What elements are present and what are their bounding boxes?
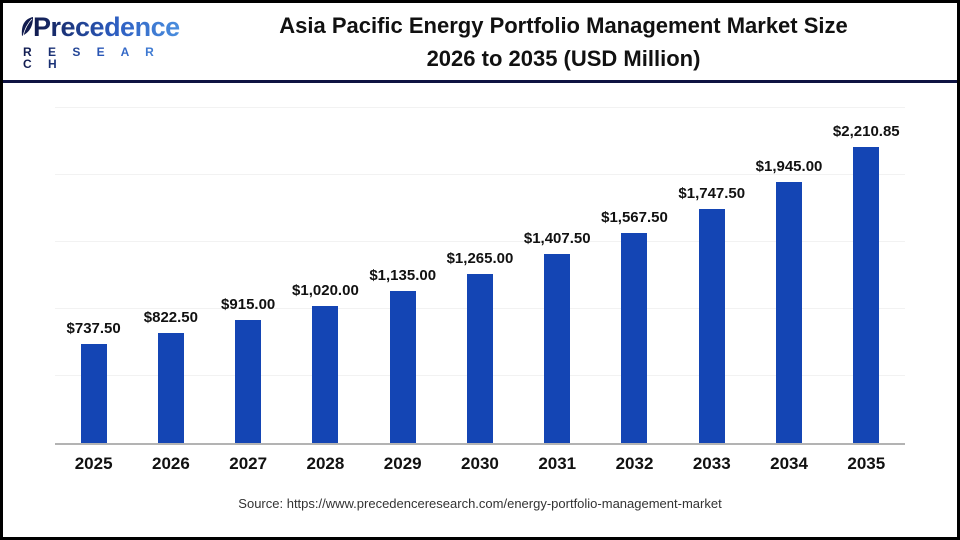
bar-2030: [466, 273, 493, 443]
x-axis-label-2032: 2032: [615, 454, 654, 473]
bar-chart: $737.50 $822.50 $915.00 $1,020.00 $1,135.00 $…: [3, 107, 957, 474]
bar-column-2028: $1,020.00: [287, 108, 364, 443]
bar-value-label-2025: $737.50: [66, 320, 121, 338]
bar-column-2030: $1,265.00: [441, 108, 518, 443]
x-axis-line: [55, 443, 905, 445]
bar-value-label-2026: $822.50: [143, 308, 199, 326]
bar-2031: [544, 254, 571, 443]
gridline-1500: [55, 241, 905, 242]
brand-subname: R E S E A R C H: [23, 46, 178, 70]
x-axis-label-2029: 2029: [383, 454, 422, 473]
bar-value-label-2034: $1,945.00: [755, 158, 823, 176]
bar-2033: [698, 208, 725, 443]
bar-column-2026: $822.50: [132, 108, 209, 443]
bar-2028: [312, 306, 339, 443]
source-text: Source: https://www.precedenceresearch.c…: [238, 496, 722, 511]
leaf-icon: [19, 16, 35, 43]
bar-column-2025: $737.50: [55, 108, 132, 443]
x-axis-label-2033: 2033: [692, 454, 731, 473]
bar-column-2033: $1,747.50: [673, 108, 750, 443]
x-axis-label-2030: 2030: [461, 454, 499, 473]
bar-column-2032: $1,567.50: [596, 108, 673, 443]
bar-columns: $737.50 $822.50 $915.00 $1,020.00 $1,135.00 $…: [55, 108, 905, 443]
bar-2034: [776, 182, 803, 443]
x-axis-labels: 2025 2026 2027 2028 2029 2030 2031 2032 2033 2034…: [55, 443, 905, 474]
bar-column-2029: $1,135.00: [364, 108, 441, 443]
bar-column-2034: $1,945.00: [750, 108, 827, 443]
bar-2029: [389, 290, 416, 443]
bar-value-label-2027: $915.00: [221, 296, 276, 314]
page-title: Asia Pacific Energy Portfolio Management…: [178, 9, 949, 75]
bar-value-label-2031: $1,407.50: [523, 230, 591, 248]
brand-logo: Precedence R E S E A R C H: [3, 11, 180, 70]
bar-value-label-2029: $1,135.00: [369, 266, 437, 284]
header-divider: [3, 80, 957, 83]
x-axis-label-2035: 2035: [847, 454, 886, 473]
bar-column-2035: $2,210.85: [828, 108, 905, 443]
gridline-2000: [55, 174, 905, 175]
x-axis-label-2028: 2028: [306, 454, 345, 473]
x-axis-label-2034: 2034: [770, 454, 808, 473]
bar-2026: [157, 332, 184, 443]
bar-2025: [80, 344, 107, 443]
gridline-2500: [55, 107, 905, 108]
bar-value-label-2035: $2,210.85: [832, 122, 900, 140]
x-axis-label-2027: 2027: [229, 454, 268, 473]
bar-column-2031: $1,407.50: [519, 108, 596, 443]
x-axis-label-2025: 2025: [74, 454, 113, 473]
bar-column-2027: $915.00: [210, 108, 287, 443]
plot-area: $737.50 $822.50 $915.00 $1,020.00 $1,135.00 $…: [55, 107, 905, 445]
bar-2035: [853, 146, 880, 443]
page-title-line1: Asia Pacific Energy Portfolio Management…: [279, 12, 848, 38]
x-axis-label-2026: 2026: [151, 454, 190, 473]
x-axis-label-2031: 2031: [538, 454, 577, 473]
bar-value-label-2032: $1,567.50: [601, 208, 668, 226]
brand-name: Precedence: [33, 11, 180, 42]
bar-value-label-2028: $1,020.00: [292, 282, 359, 300]
bar-value-label-2033: $1,747.50: [678, 184, 746, 202]
header: Precedence R E S E A R C H Asia Pacific …: [3, 3, 957, 80]
bar-2032: [621, 232, 648, 443]
bar-2027: [235, 320, 262, 443]
bar-value-label-2030: $1,265.00: [446, 249, 514, 267]
page-title-line2: 2026 to 2035 (USD Million): [426, 45, 701, 71]
